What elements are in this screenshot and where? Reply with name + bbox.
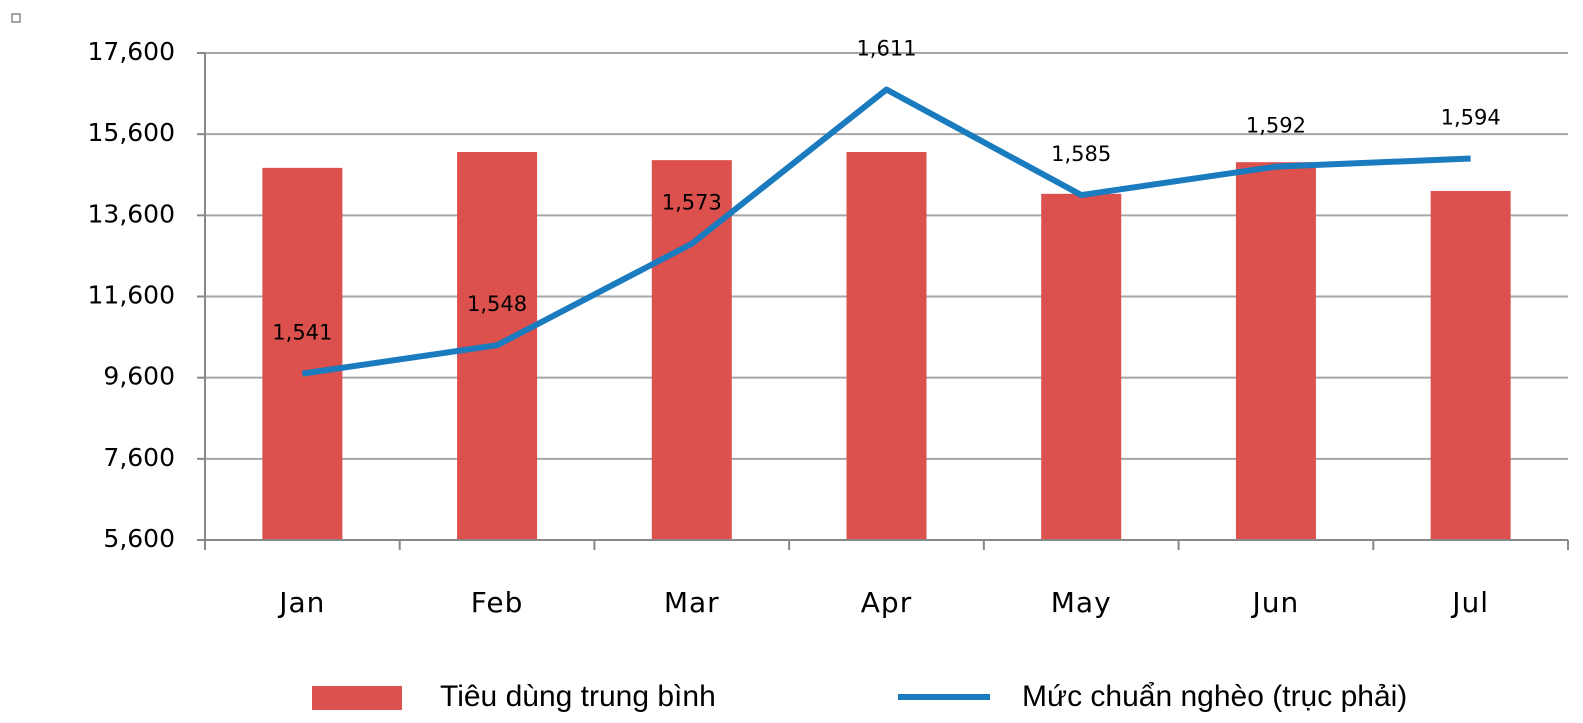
y-tick-label: 5,600 xyxy=(103,524,175,553)
data-label: 1,548 xyxy=(467,292,527,316)
data-label: 1,573 xyxy=(662,191,722,215)
data-label: 1,585 xyxy=(1051,142,1111,166)
x-tick-label: May xyxy=(1051,586,1112,619)
y-tick-label: 17,600 xyxy=(88,37,175,66)
x-tick-label: Jan xyxy=(277,586,325,619)
x-tick-label: Jul xyxy=(1450,586,1489,619)
x-tick-label: Mar xyxy=(664,586,720,619)
line xyxy=(301,86,1471,377)
x-tick-label: Jun xyxy=(1251,586,1300,619)
corner-handle xyxy=(11,13,21,23)
bar xyxy=(651,160,732,540)
y-tick-label: 13,600 xyxy=(88,199,175,228)
legend-label: Mức chuẩn nghèo (trục phải) xyxy=(1022,680,1407,713)
y-tick-label: 9,600 xyxy=(103,362,175,391)
legend-label: Tiêu dùng trung bình xyxy=(440,680,716,713)
x-tick-label: Apr xyxy=(861,586,912,619)
bar xyxy=(1041,193,1122,541)
data-label: 1,611 xyxy=(856,37,916,61)
bar xyxy=(262,167,343,540)
bar xyxy=(1430,190,1511,540)
bar xyxy=(846,152,927,541)
y-tick-label: 7,600 xyxy=(103,443,175,472)
data-label: 1,592 xyxy=(1246,114,1306,138)
data-label: 1,594 xyxy=(1441,106,1501,130)
y-tick-label: 11,600 xyxy=(88,281,175,310)
bar xyxy=(1235,162,1316,540)
legend-swatch xyxy=(312,686,402,710)
y-tick-label: 15,600 xyxy=(88,118,175,147)
data-label: 1,541 xyxy=(272,321,332,345)
x-tick-label: Feb xyxy=(471,586,524,619)
